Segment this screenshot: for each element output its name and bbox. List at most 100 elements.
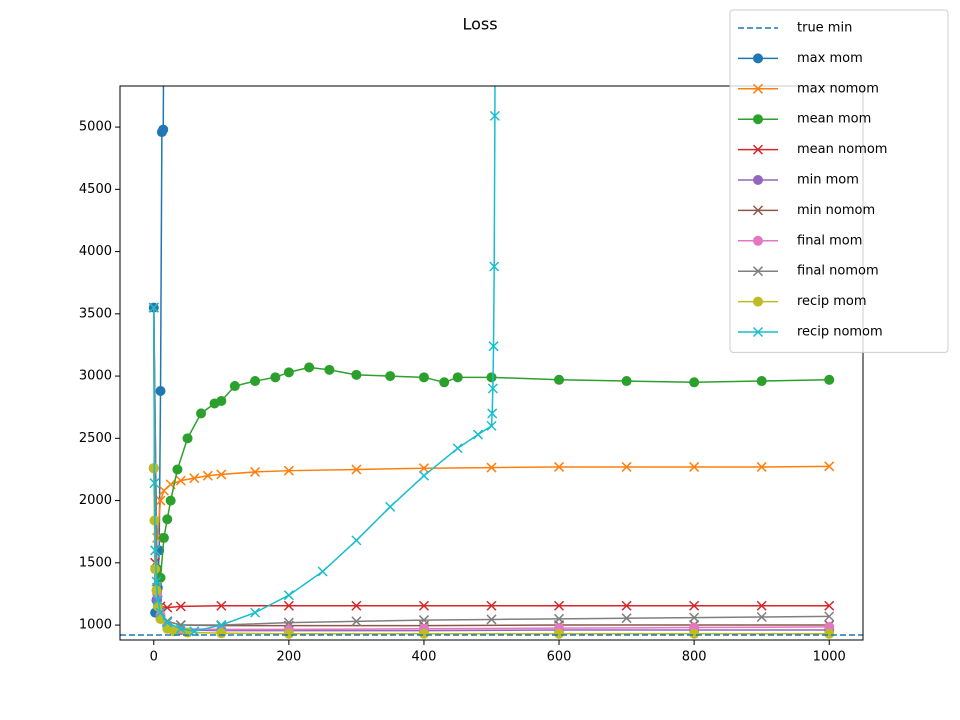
marker bbox=[418, 615, 429, 626]
marker bbox=[196, 408, 207, 419]
marker bbox=[452, 443, 463, 454]
marker bbox=[150, 545, 161, 556]
marker bbox=[689, 612, 700, 623]
marker bbox=[152, 595, 163, 606]
marker bbox=[351, 464, 362, 475]
marker bbox=[351, 600, 362, 611]
marker bbox=[351, 616, 362, 627]
legend-label: final mom bbox=[797, 233, 862, 248]
marker bbox=[175, 601, 186, 612]
series-line bbox=[153, 86, 496, 633]
marker bbox=[175, 475, 186, 486]
marker bbox=[250, 466, 261, 477]
marker bbox=[824, 628, 835, 639]
marker bbox=[489, 261, 500, 272]
y-tick-label: 3500 bbox=[79, 306, 112, 321]
x-tick-label: 1000 bbox=[813, 650, 846, 665]
x-tick-label: 200 bbox=[276, 650, 301, 665]
y-tick-label: 1500 bbox=[79, 555, 112, 570]
marker bbox=[489, 110, 500, 121]
marker bbox=[165, 495, 176, 506]
marker bbox=[283, 600, 294, 611]
marker bbox=[216, 628, 227, 639]
marker bbox=[148, 302, 159, 313]
marker bbox=[202, 470, 213, 481]
marker bbox=[175, 623, 186, 634]
x-tick-label: 400 bbox=[412, 650, 437, 665]
marker bbox=[554, 374, 565, 385]
marker bbox=[488, 341, 499, 352]
marker bbox=[824, 461, 835, 472]
marker bbox=[283, 590, 294, 601]
marker bbox=[155, 495, 166, 506]
marker bbox=[418, 372, 429, 383]
legend-label: mean mom bbox=[797, 112, 871, 127]
marker bbox=[621, 600, 632, 611]
legend-label: final nomom bbox=[797, 264, 879, 279]
marker bbox=[472, 429, 484, 440]
series-line bbox=[153, 468, 830, 635]
x-tick-label: 800 bbox=[682, 650, 707, 665]
legend-label: min nomom bbox=[797, 203, 875, 218]
marker bbox=[189, 473, 200, 484]
legend-label: min mom bbox=[797, 173, 859, 188]
marker bbox=[554, 461, 565, 472]
marker bbox=[351, 535, 362, 546]
legend-marker bbox=[753, 235, 763, 246]
y-tick-label: 5000 bbox=[79, 120, 112, 135]
legend-label: recip mom bbox=[797, 294, 866, 309]
marker bbox=[824, 600, 835, 611]
legend-label: recip nomom bbox=[797, 325, 883, 340]
series-line bbox=[153, 307, 830, 551]
marker bbox=[304, 362, 315, 373]
marker bbox=[162, 514, 173, 525]
marker bbox=[418, 463, 429, 474]
marker bbox=[689, 628, 700, 639]
marker bbox=[486, 372, 497, 383]
marker bbox=[150, 564, 161, 575]
marker bbox=[439, 377, 450, 388]
marker bbox=[486, 614, 497, 625]
marker bbox=[418, 628, 429, 639]
legend-marker bbox=[752, 266, 764, 277]
legend-label: max mom bbox=[797, 51, 863, 66]
y-tick-label: 1000 bbox=[79, 618, 112, 633]
marker bbox=[621, 461, 632, 472]
marker bbox=[621, 613, 632, 624]
marker bbox=[689, 600, 700, 611]
y-tick-label: 3000 bbox=[79, 369, 112, 384]
marker bbox=[151, 576, 162, 587]
marker bbox=[155, 386, 166, 397]
legend-box bbox=[729, 9, 949, 353]
marker bbox=[162, 617, 173, 628]
marker bbox=[283, 628, 294, 639]
marker bbox=[169, 626, 180, 637]
legend-label: true min bbox=[797, 21, 852, 36]
marker bbox=[689, 377, 700, 388]
marker bbox=[158, 124, 169, 135]
marker bbox=[554, 628, 565, 639]
marker bbox=[351, 369, 362, 380]
marker bbox=[487, 383, 498, 394]
marker bbox=[486, 462, 497, 473]
series-line bbox=[153, 307, 830, 609]
marker bbox=[385, 501, 396, 512]
marker bbox=[216, 600, 227, 611]
legend-label: max nomom bbox=[797, 81, 879, 96]
y-tick-label: 4500 bbox=[79, 182, 112, 197]
y-tick-label: 4000 bbox=[79, 244, 112, 259]
marker bbox=[486, 420, 497, 431]
series-line bbox=[153, 366, 830, 579]
marker bbox=[418, 600, 429, 611]
legend-marker bbox=[752, 144, 764, 155]
x-tick-label: 600 bbox=[547, 650, 572, 665]
marker bbox=[554, 613, 565, 624]
marker bbox=[487, 408, 498, 419]
marker bbox=[182, 433, 193, 444]
marker bbox=[756, 376, 767, 387]
marker bbox=[317, 566, 328, 577]
legend-marker bbox=[753, 53, 763, 64]
marker bbox=[158, 532, 169, 543]
axes-frame bbox=[119, 85, 864, 641]
